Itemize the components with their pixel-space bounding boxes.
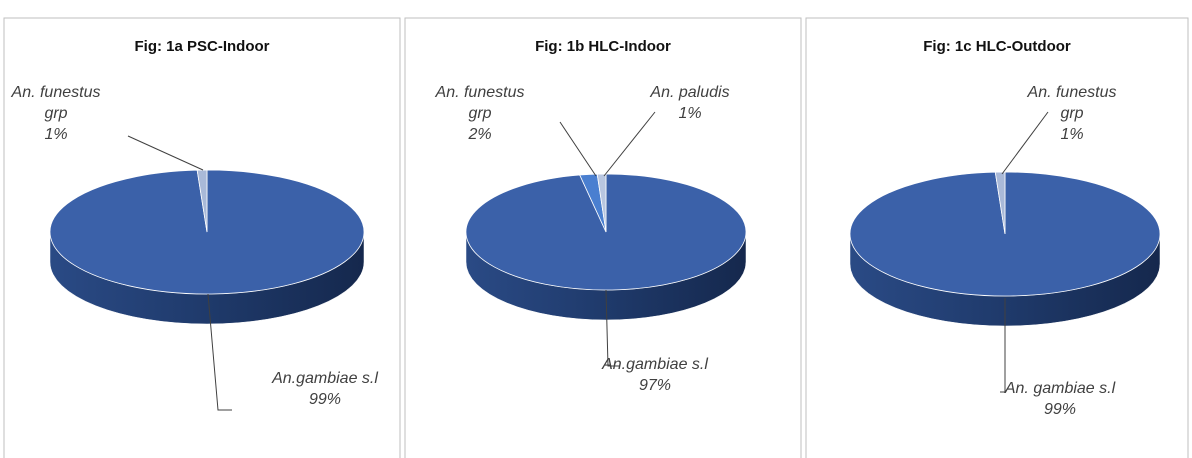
- slice-label: An. paludis 1%: [640, 82, 740, 124]
- category-label: An.gambiae s.l: [272, 370, 378, 387]
- leader-line: [127, 135, 204, 171]
- leader-line: [1000, 298, 1006, 393]
- slice-label: An. gambiae s.l 99%: [995, 378, 1125, 420]
- value-label: 1%: [1060, 126, 1084, 143]
- leader-line: [559, 121, 597, 177]
- category-label: An. gambiae s.l: [1004, 380, 1116, 397]
- value-label: 2%: [468, 126, 492, 143]
- category-label: An.gambiae s.l: [602, 356, 708, 373]
- leader-line: [603, 111, 656, 177]
- slice-label: An. funestus grp 2%: [430, 82, 530, 145]
- value-label: 1%: [678, 105, 702, 122]
- category-label: An. funestus grp: [1027, 84, 1117, 122]
- category-label: An. funestus grp: [435, 84, 525, 122]
- value-label: 1%: [44, 126, 68, 143]
- chart-title: Fig: 1a PSC-Indoor: [134, 38, 270, 55]
- slice-label: An. funestus grp 1%: [1022, 82, 1122, 145]
- slice-label: An. funestus grp 1%: [6, 82, 106, 145]
- chart-title: Fig: 1b HLC-Indoor: [535, 38, 671, 55]
- value-label: 99%: [308, 391, 342, 408]
- slice-label: An.gambiae s.l 97%: [590, 354, 720, 396]
- panel: [805, 17, 1189, 458]
- chart-title: Fig: 1c HLC-Outdoor: [923, 38, 1071, 55]
- panel: [404, 17, 802, 458]
- value-label: 99%: [1043, 401, 1077, 418]
- category-label: An. funestus grp: [11, 84, 101, 122]
- leader-line: [1001, 111, 1049, 175]
- leader-line: [207, 293, 232, 411]
- slice-label: An.gambiae s.l 99%: [260, 368, 390, 410]
- pie-slice: [994, 171, 1006, 235]
- category-label: An. paludis: [650, 84, 730, 101]
- value-label: 97%: [638, 377, 672, 394]
- panel: [3, 17, 401, 458]
- leader-line: [605, 289, 620, 367]
